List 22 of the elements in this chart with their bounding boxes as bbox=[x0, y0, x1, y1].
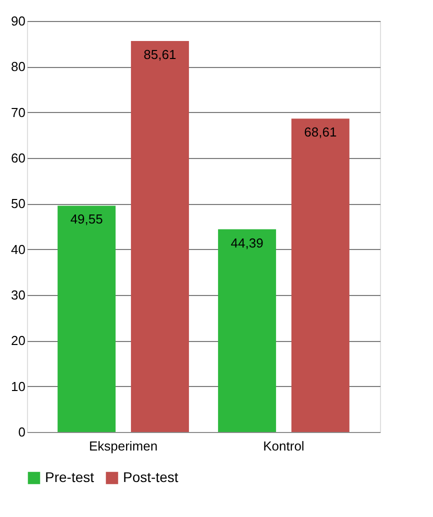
y-tick-label: 50 bbox=[11, 196, 26, 212]
data-label: 85,61 bbox=[144, 47, 176, 62]
y-tick-label: 40 bbox=[11, 242, 26, 257]
y-tick-label: 90 bbox=[11, 14, 26, 28]
y-tick-label: 20 bbox=[11, 333, 26, 348]
data-label: 44,39 bbox=[230, 235, 264, 250]
bar bbox=[130, 41, 189, 432]
y-tick-label: 30 bbox=[11, 288, 26, 302]
bar bbox=[291, 118, 350, 432]
y-tick-label: 70 bbox=[11, 104, 26, 120]
y-tick-label: 60 bbox=[11, 150, 26, 166]
y-tick-label: 80 bbox=[11, 59, 26, 74]
y-tick-label: 10 bbox=[11, 378, 26, 394]
x-tick-label: Eksperimen bbox=[88, 438, 158, 454]
data-label: 68,61 bbox=[304, 124, 337, 140]
x-tick-label: Kontrol bbox=[263, 438, 304, 454]
bar bbox=[218, 229, 276, 432]
legend-label: Post-test bbox=[123, 469, 178, 485]
y-tick-label: 0 bbox=[18, 424, 26, 440]
data-label: 49,55 bbox=[70, 212, 103, 227]
legend-label: Pre-test bbox=[45, 469, 94, 485]
bar bbox=[58, 206, 116, 432]
